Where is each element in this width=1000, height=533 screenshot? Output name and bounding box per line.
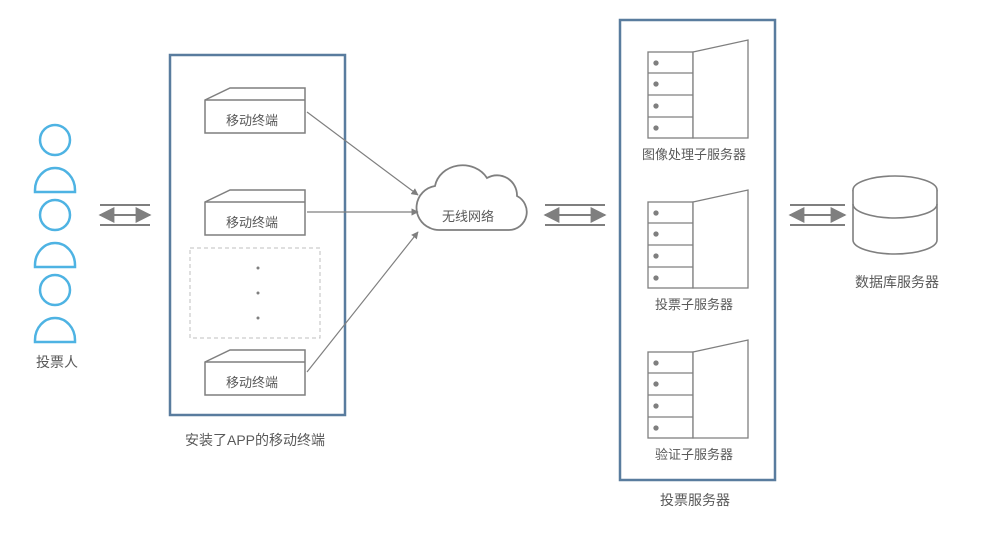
verify-server-label: 验证子服务器	[655, 444, 733, 463]
bi-arrow	[545, 205, 605, 225]
bi-arrow	[100, 205, 150, 225]
db-label: 数据库服务器	[855, 272, 939, 292]
voter-icon	[35, 275, 75, 342]
db-icon	[853, 176, 937, 254]
vote-server-label: 投票子服务器	[655, 294, 733, 313]
server-icon	[648, 340, 748, 438]
bi-arrow	[790, 205, 845, 225]
server-panel-label: 投票服务器	[660, 490, 730, 510]
diagram-svg	[0, 0, 1000, 533]
server-icon	[648, 190, 748, 288]
terminal-label: 移动终端	[226, 110, 278, 129]
terminal-label: 移动终端	[226, 372, 278, 391]
mobile-panel-label: 安装了APP的移动终端	[185, 430, 325, 450]
voter-icon	[35, 125, 75, 192]
cloud-label: 无线网络	[442, 206, 494, 225]
diagram-canvas: 投票人 移动终端 移动终端 移动终端 安装了APP的移动终端 无线网络 图像处理…	[0, 0, 1000, 533]
img-server-label: 图像处理子服务器	[642, 144, 746, 163]
terminal-label: 移动终端	[226, 212, 278, 231]
voter-icon	[35, 200, 75, 267]
voter-label: 投票人	[36, 352, 78, 372]
server-icon	[648, 40, 748, 138]
